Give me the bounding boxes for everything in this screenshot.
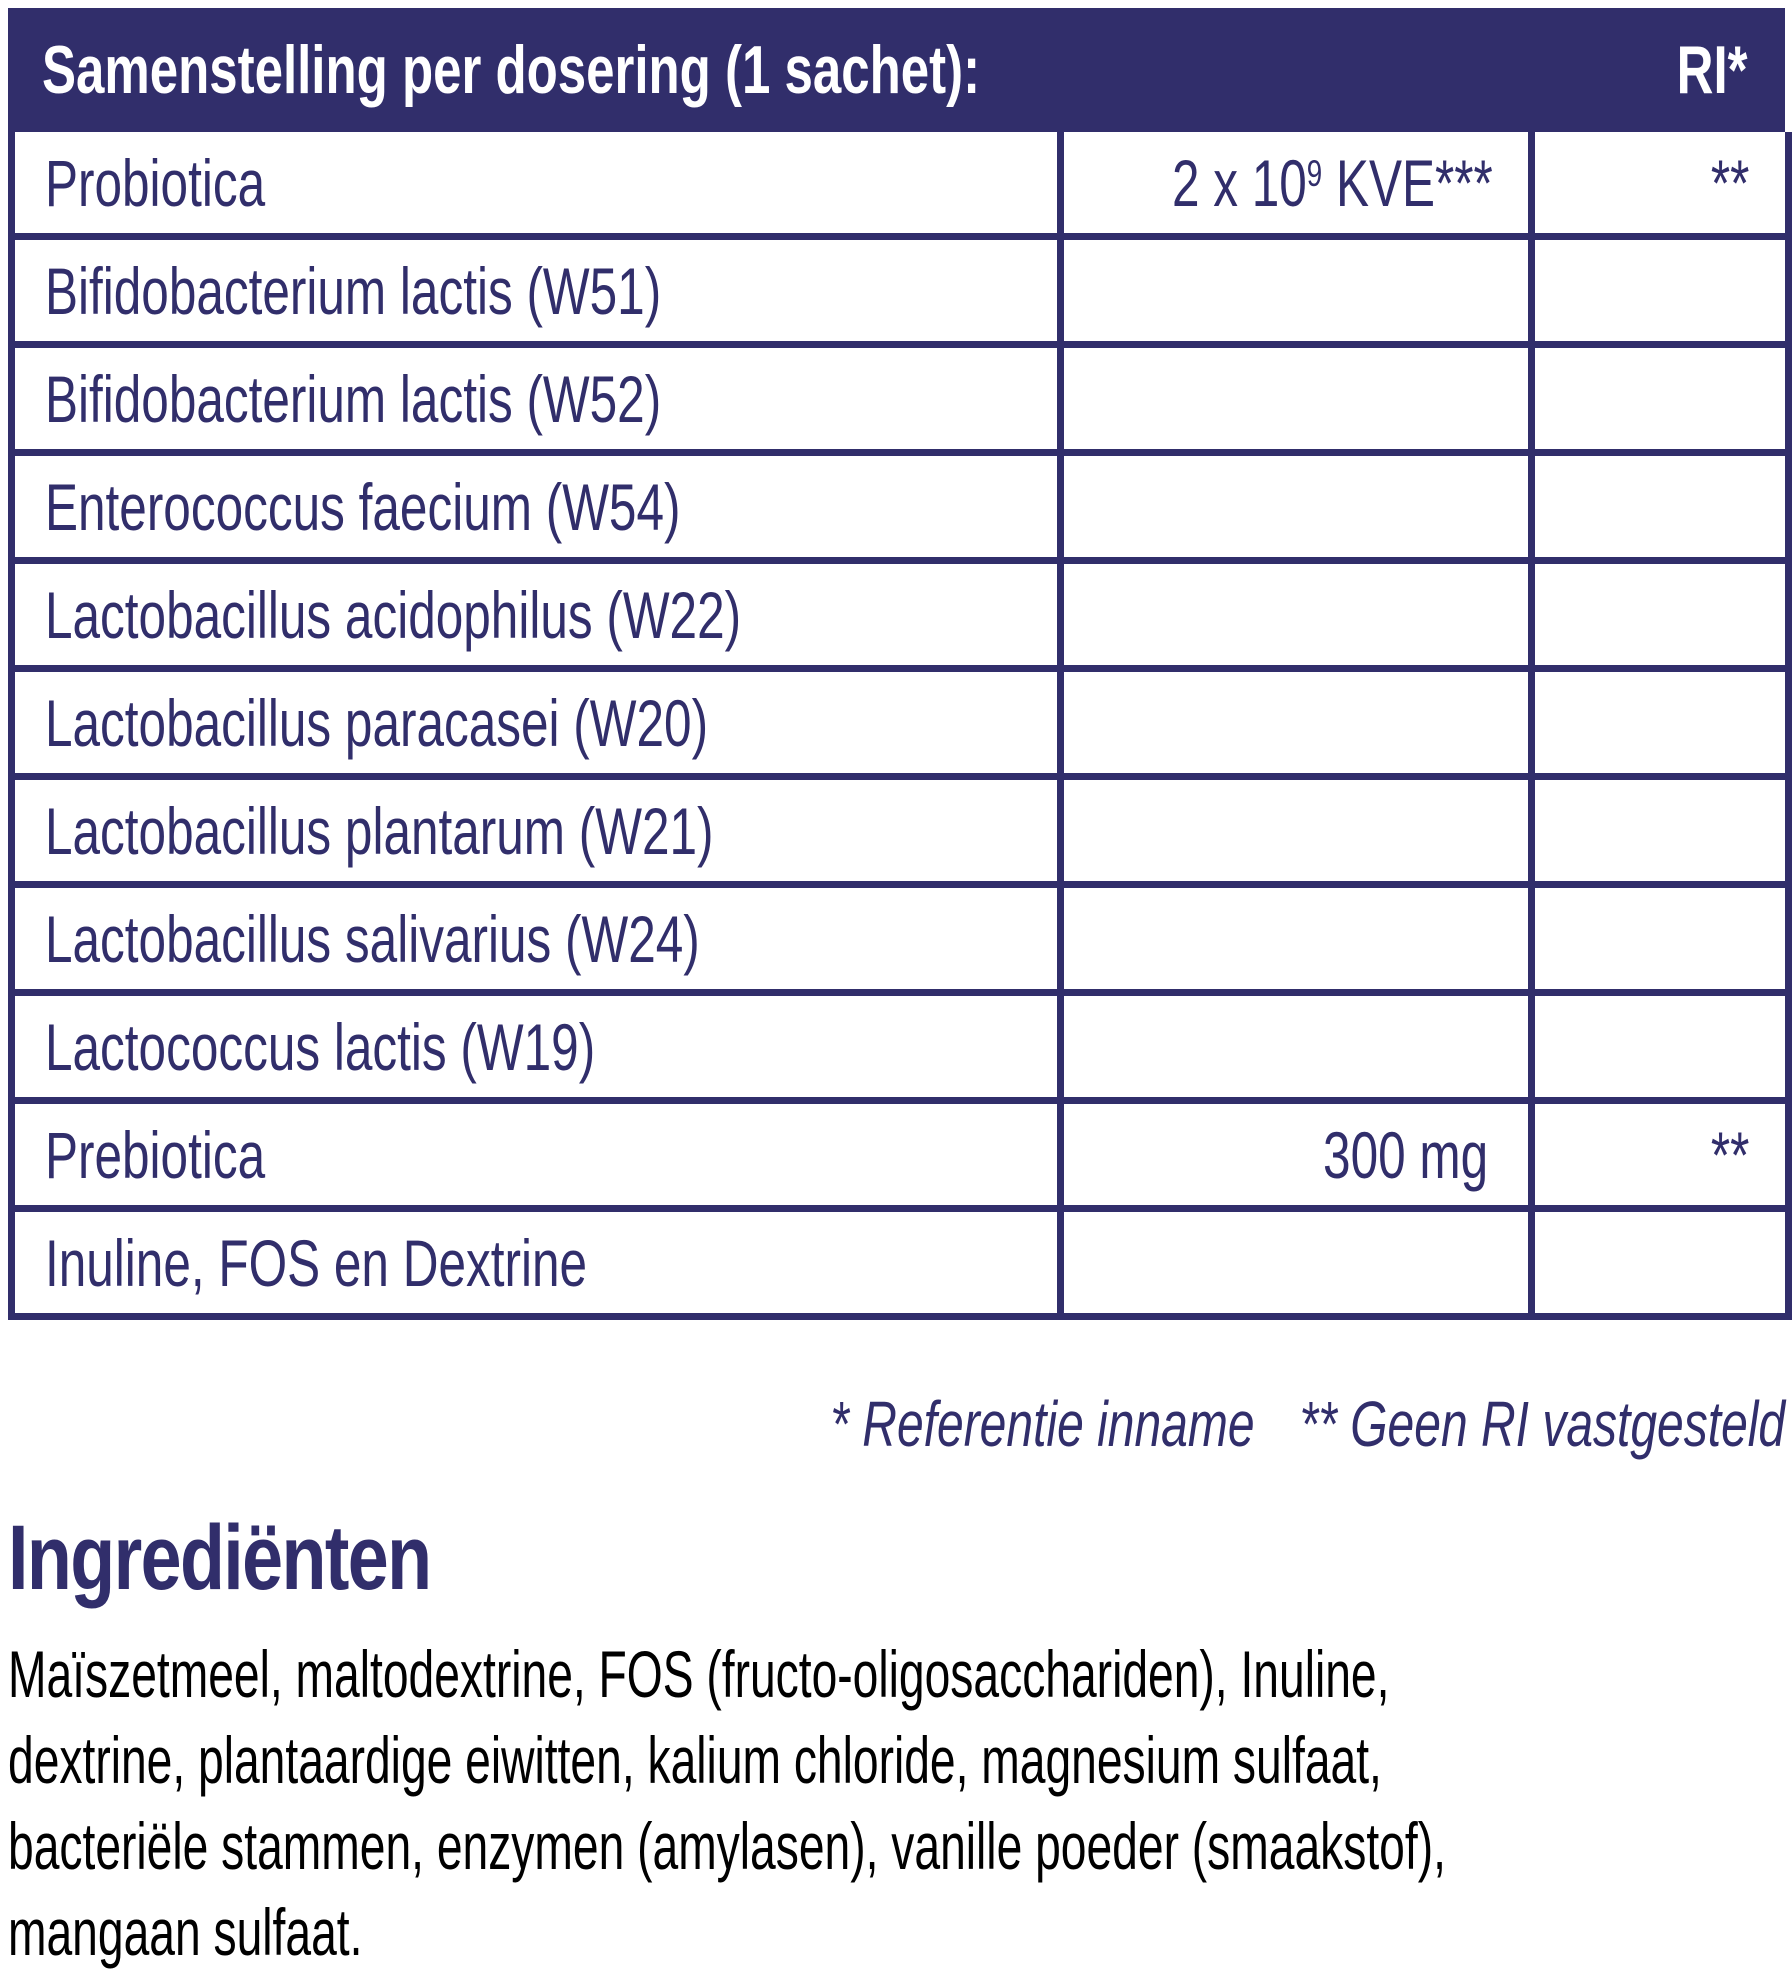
cell-name: Inuline, FOS en Dextrine [8,1205,1064,1320]
cell-value [1057,341,1535,456]
ri-column-label: RI* [1676,32,1747,108]
table-row: Bifidobacterium lactis (W51) [8,233,1792,348]
composition-table-header: Samenstelling per dosering (1 sachet): R… [8,8,1785,132]
cell-name: Bifidobacterium lactis (W51) [8,233,1064,348]
ingredients-heading: Ingrediënten [8,1507,432,1609]
cell-ri [1528,1205,1792,1320]
superscript-exponent: 9 [1306,153,1323,195]
cell-name: Lactococcus lactis (W19) [8,989,1064,1104]
cell-ri [1528,341,1792,456]
table-row: Lactococcus lactis (W19) [8,989,1792,1104]
footnote: * Referentie inname ** Geen RI vastgestel… [8,1392,1785,1456]
cell-name: Prebiotica [8,1097,1064,1212]
ingredient-line: dextrine, plantaardige eiwitten, kalium … [8,1723,1382,1798]
footnote-reference-intake: * Referentie inname [830,1388,1255,1460]
cell-value [1057,449,1535,564]
composition-table: Probiotica 2 x 109 KVE*** ** Bifidobacte… [8,132,1792,1320]
ingredient-line: Maïszetmeel, maltodextrine, FOS (fructo-… [8,1637,1390,1712]
cell-value [1057,881,1535,996]
cell-ri [1528,881,1792,996]
footnote-no-ri: ** Geen RI vastgesteld [1299,1388,1785,1460]
cell-ri [1528,989,1792,1104]
table-row: Prebiotica 300 mg ** [8,1097,1792,1212]
table-row: Lactobacillus salivarius (W24) [8,881,1792,996]
cell-name: Lactobacillus plantarum (W21) [8,773,1064,888]
cell-name: Lactobacillus acidophilus (W22) [8,557,1064,672]
cell-ri [1528,665,1792,780]
table-row: Bifidobacterium lactis (W52) [8,341,1792,456]
ingredient-line: mangaan sulfaat. [8,1895,363,1970]
ingredients-text: Maïszetmeel, maltodextrine, FOS (fructo-… [8,1631,1785,1975]
ingredient-line: bacteriële stammen, enzymen (amylasen), … [8,1809,1446,1884]
cell-ri: ** [1528,132,1792,240]
cell-name: Bifidobacterium lactis (W52) [8,341,1064,456]
cell-name: Lactobacillus salivarius (W24) [8,881,1064,996]
cell-ri [1528,773,1792,888]
table-row: Enterococcus faecium (W54) [8,449,1792,564]
table-row: Lactobacillus plantarum (W21) [8,773,1792,888]
cell-value [1057,557,1535,672]
table-row: Probiotica 2 x 109 KVE*** ** [8,132,1792,240]
composition-title: Samenstelling per dosering (1 sachet): [42,32,981,108]
cell-name: Enterococcus faecium (W54) [8,449,1064,564]
cell-value: 2 x 109 KVE*** [1057,132,1535,240]
table-row: Inuline, FOS en Dextrine [8,1205,1792,1320]
cell-name: Probiotica [8,132,1064,240]
cell-value [1057,665,1535,780]
table-row: Lactobacillus paracasei (W20) [8,665,1792,780]
cell-value [1057,233,1535,348]
cell-value: 300 mg [1057,1097,1535,1212]
cell-ri [1528,449,1792,564]
cell-ri: ** [1528,1097,1792,1212]
cell-ri [1528,233,1792,348]
cell-ri [1528,557,1792,672]
table-row: Lactobacillus acidophilus (W22) [8,557,1792,672]
cell-value [1057,773,1535,888]
cell-value [1057,989,1535,1104]
cell-value [1057,1205,1535,1320]
cell-name: Lactobacillus paracasei (W20) [8,665,1064,780]
